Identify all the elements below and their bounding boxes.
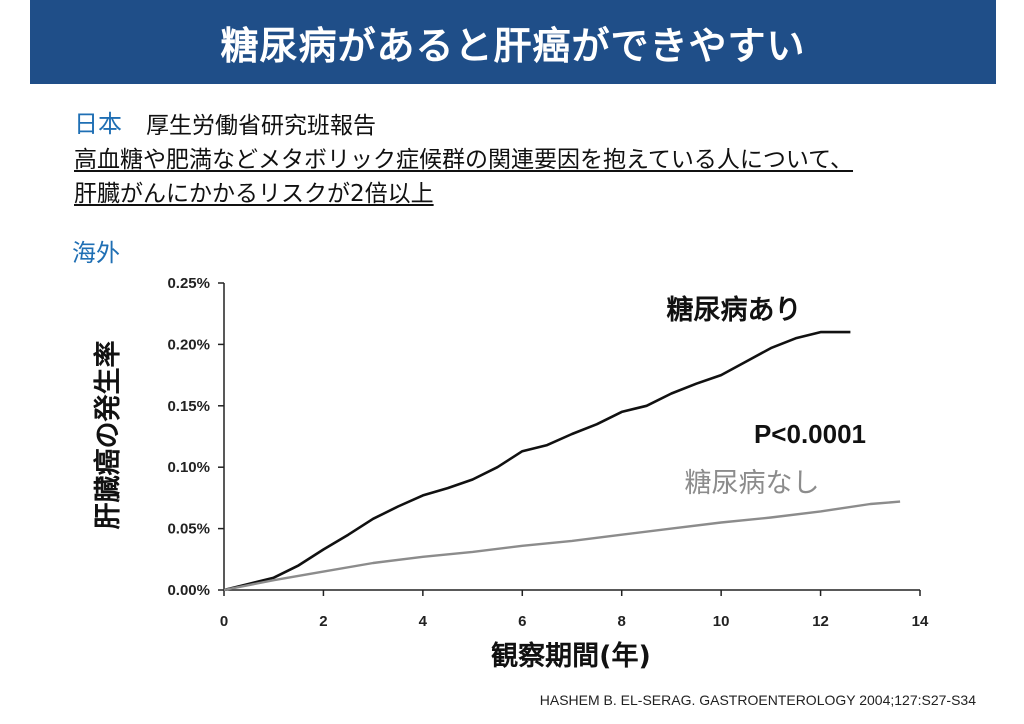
x-tick-label: 0: [220, 613, 228, 630]
series-line-diabetes: [223, 330, 851, 592]
x-tick-label: 12: [812, 613, 829, 630]
x-tick-label: 10: [713, 613, 730, 630]
overseas-label: 海外: [72, 239, 120, 267]
series-label-diabetes: 糖尿病あり: [667, 294, 802, 326]
citation: HASHEM B. EL-SERAG. GASTROENTEROLOGY 200…: [539, 692, 976, 708]
y-tick-label: 0.20%: [167, 336, 210, 353]
japan-source: 厚生労働省研究班報告: [146, 113, 376, 139]
p-value-annotation: P<0.0001: [754, 419, 866, 449]
x-tick-label: 2: [319, 613, 327, 630]
y-tick-label: 0.10%: [167, 459, 210, 476]
x-tick-label: 8: [618, 613, 626, 630]
y-tick-label: 0.25%: [167, 275, 210, 292]
y-tick-label: 0.00%: [167, 582, 210, 599]
y-tick-label: 0.05%: [167, 521, 210, 538]
x-tick-label: 14: [912, 613, 929, 630]
x-tick-label: 6: [518, 613, 526, 630]
japan-label: 日本: [74, 110, 122, 138]
title-banner: 糖尿病があると肝癌ができやすい: [30, 0, 996, 84]
y-axis-label: 肝臓癌の発生率: [92, 341, 124, 530]
x-axis-label: 観察期間(年): [491, 640, 651, 672]
series-label-no-diabetes: 糖尿病なし: [685, 468, 820, 499]
series-line-no-diabetes: [223, 500, 901, 592]
y-tick-label: 0.15%: [167, 398, 210, 415]
page-title: 糖尿病があると肝癌ができやすい: [220, 23, 806, 68]
finding-line-1: 高血糖や肥満などメタボリック症候群の関連要因を抱えている人について、: [74, 147, 854, 173]
x-tick-label: 4: [419, 613, 428, 630]
finding-line-2: 肝臓がんにかかるリスクが2倍以上: [74, 181, 434, 207]
